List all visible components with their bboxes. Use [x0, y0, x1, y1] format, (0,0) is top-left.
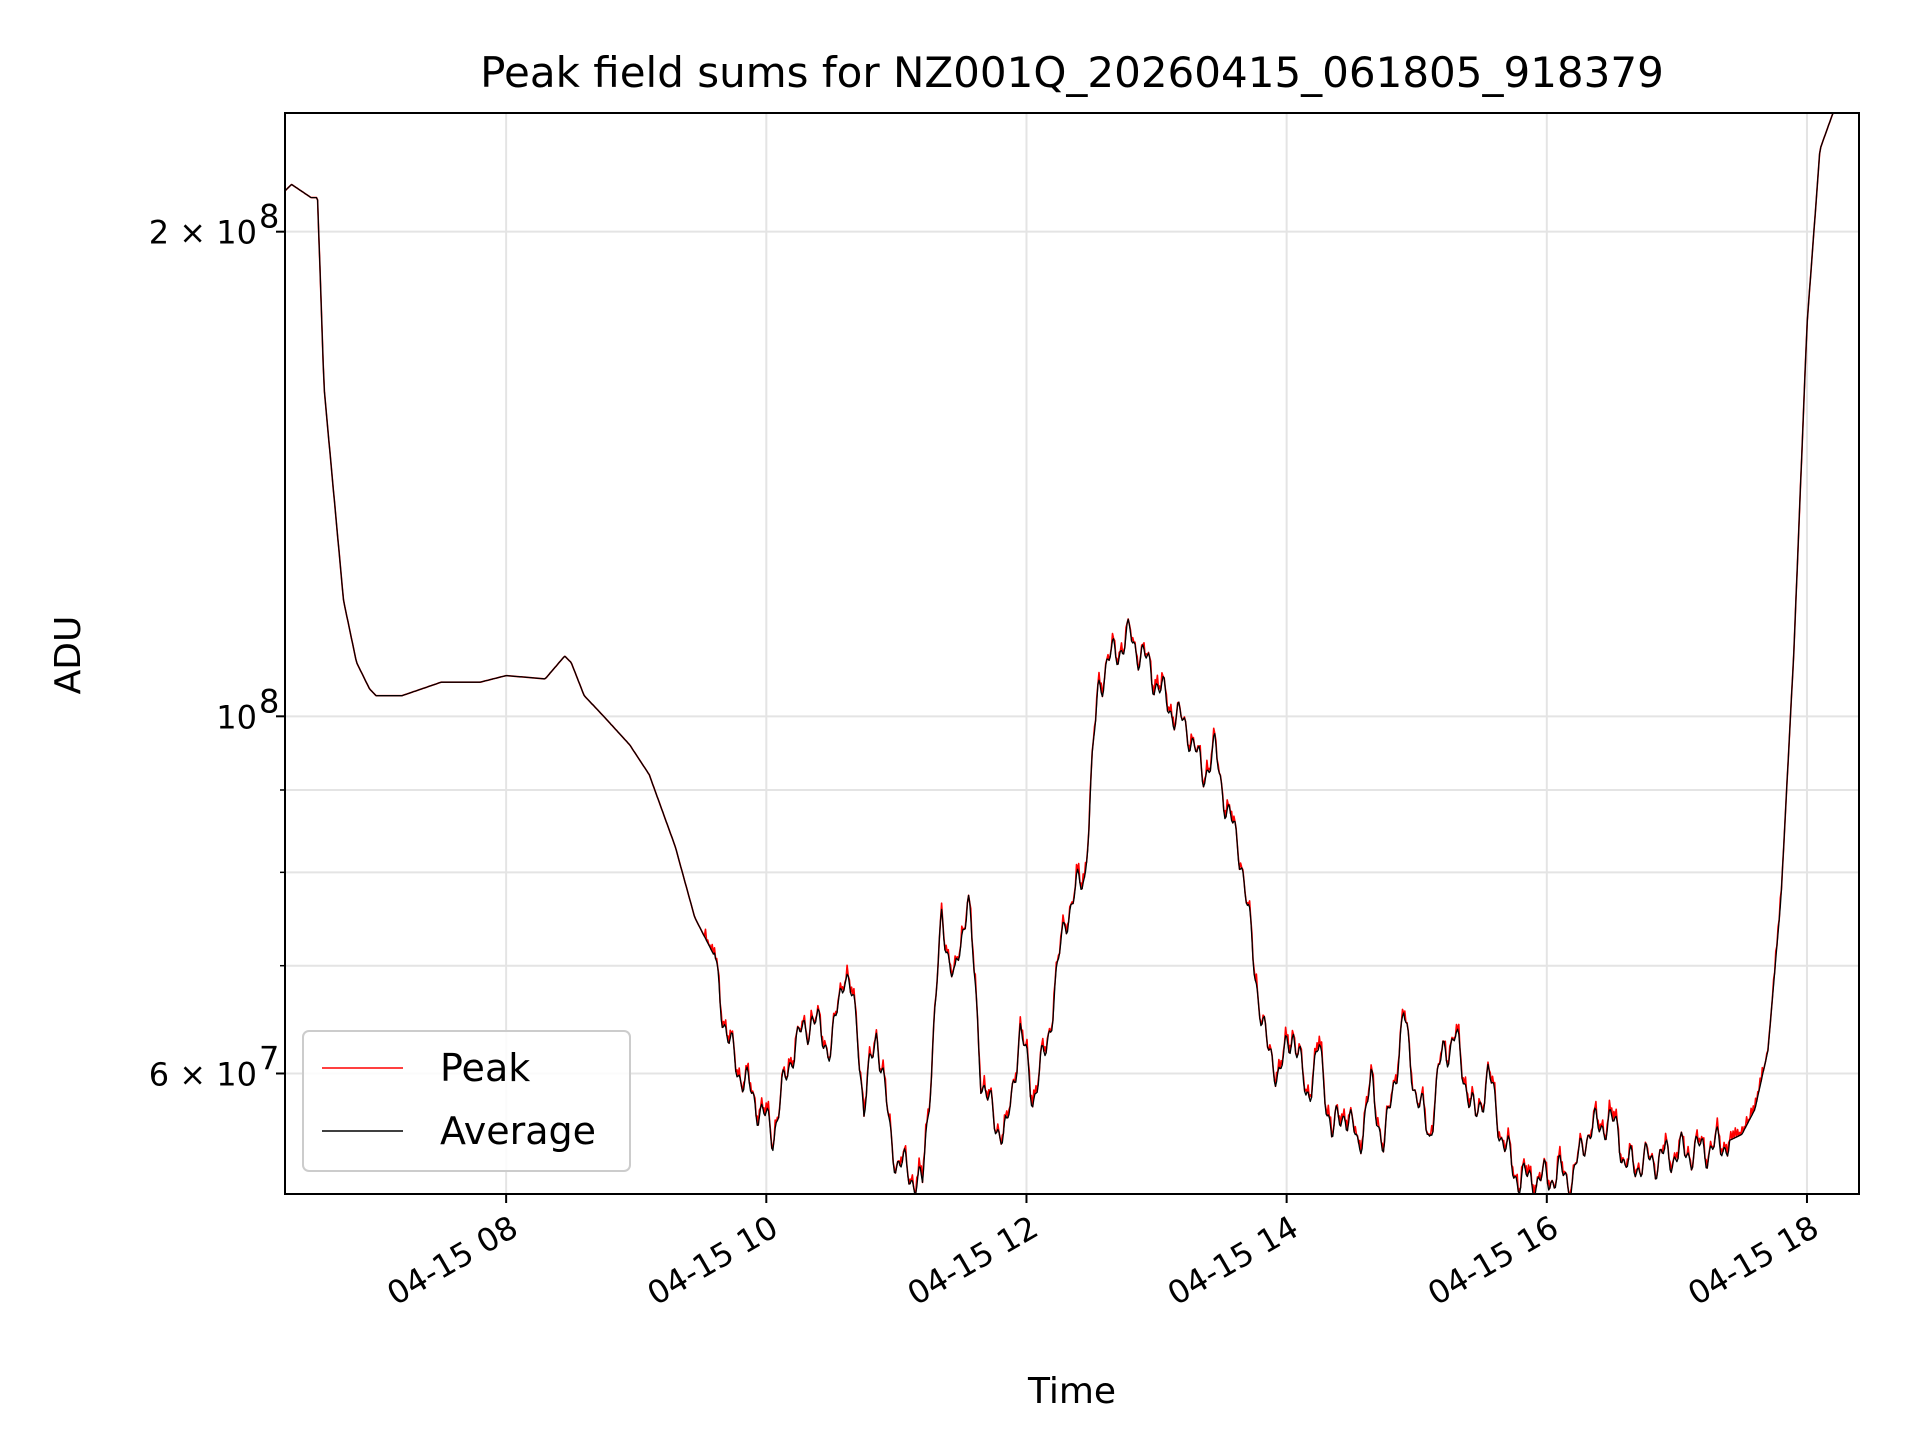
chart-title: Peak field sums for NZ001Q_20260415_0618…	[480, 48, 1664, 97]
y-tick-exponent: 7	[259, 1039, 279, 1077]
series-line-average	[284, 112, 1859, 1195]
legend-label-peak: Peak	[440, 1046, 530, 1090]
y-tick-label: 6 × 10	[149, 1055, 257, 1093]
plot-frame	[284, 112, 1860, 1195]
y-axis-label: ADU	[48, 616, 89, 695]
y-tick-exponent: 8	[259, 682, 279, 720]
plot-area	[284, 112, 1859, 1195]
legend-label-average: Average	[440, 1109, 596, 1153]
legend: Peak Average	[302, 1030, 631, 1172]
y-tick-label: 10	[216, 698, 257, 736]
y-tick-exponent: 8	[259, 198, 279, 236]
legend-box	[302, 1030, 631, 1172]
x-axis-label: Time	[1027, 1371, 1116, 1412]
y-tick-label: 2 × 10	[149, 214, 257, 252]
